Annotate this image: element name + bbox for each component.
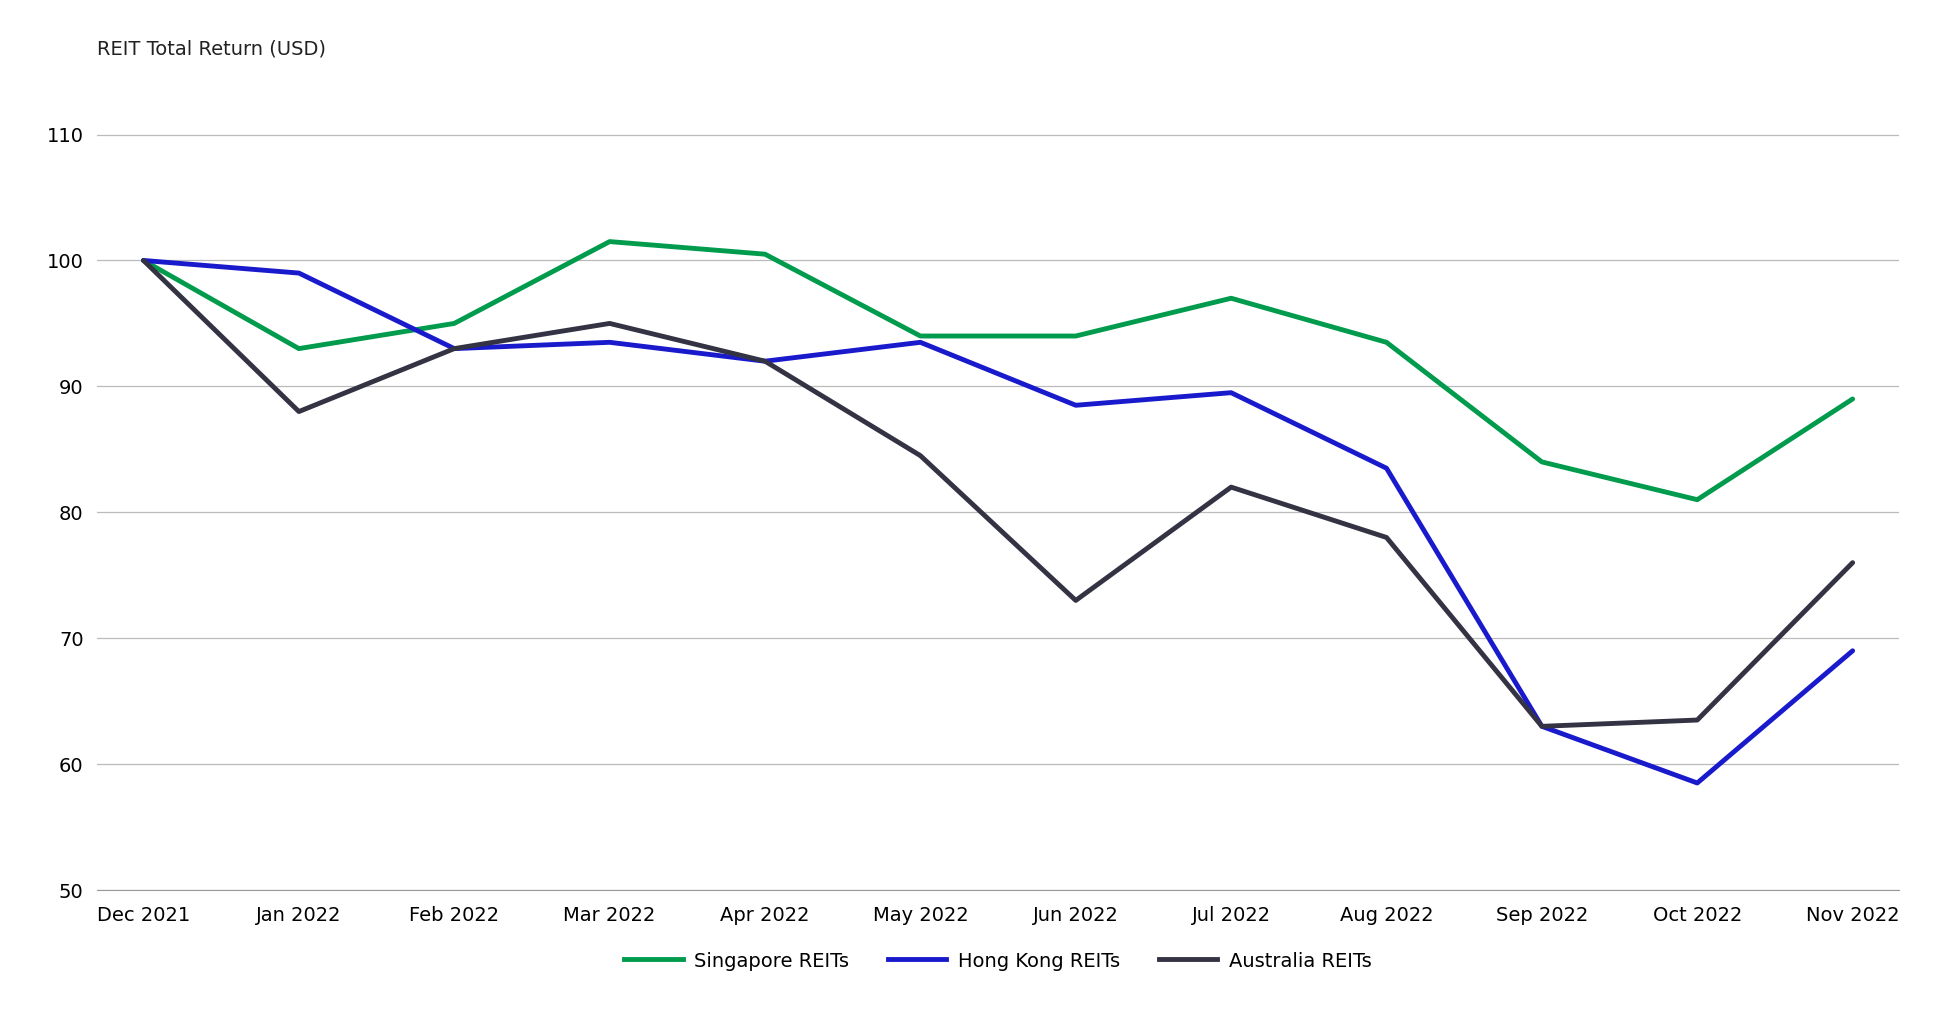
Hong Kong REITs [1219, 387, 1242, 399]
Australia REITs [442, 343, 465, 355]
Hong Kong REITs [287, 267, 310, 279]
Line: Singapore REITs: Singapore REITs [143, 241, 1853, 499]
Australia REITs [132, 255, 155, 267]
Singapore REITs [442, 317, 465, 329]
Hong Kong REITs [1064, 399, 1087, 411]
Singapore REITs [909, 329, 932, 342]
Singapore REITs [1374, 337, 1397, 349]
Text: REIT Total Return (USD): REIT Total Return (USD) [97, 40, 326, 59]
Singapore REITs [599, 235, 622, 248]
Singapore REITs [1531, 456, 1554, 469]
Hong Kong REITs [599, 337, 622, 349]
Legend: Singapore REITs, Hong Kong REITs, Australia REITs: Singapore REITs, Hong Kong REITs, Austra… [616, 943, 1380, 978]
Australia REITs [1686, 714, 1709, 726]
Singapore REITs [1219, 293, 1242, 305]
Australia REITs [599, 317, 622, 329]
Hong Kong REITs [754, 355, 777, 367]
Line: Hong Kong REITs: Hong Kong REITs [143, 261, 1853, 783]
Line: Australia REITs: Australia REITs [143, 261, 1853, 726]
Hong Kong REITs [1374, 462, 1397, 475]
Australia REITs [1219, 481, 1242, 493]
Australia REITs [1374, 531, 1397, 543]
Australia REITs [909, 449, 932, 461]
Australia REITs [1841, 557, 1864, 569]
Hong Kong REITs [1841, 644, 1864, 657]
Singapore REITs [132, 255, 155, 267]
Hong Kong REITs [1686, 776, 1709, 789]
Singapore REITs [1686, 493, 1709, 505]
Singapore REITs [1841, 393, 1864, 405]
Hong Kong REITs [442, 343, 465, 355]
Australia REITs [287, 405, 310, 417]
Singapore REITs [1064, 329, 1087, 342]
Hong Kong REITs [1531, 720, 1554, 732]
Australia REITs [754, 355, 777, 367]
Singapore REITs [287, 343, 310, 355]
Australia REITs [1531, 720, 1554, 732]
Hong Kong REITs [909, 337, 932, 349]
Australia REITs [1064, 594, 1087, 607]
Hong Kong REITs [132, 255, 155, 267]
Singapore REITs [754, 248, 777, 260]
